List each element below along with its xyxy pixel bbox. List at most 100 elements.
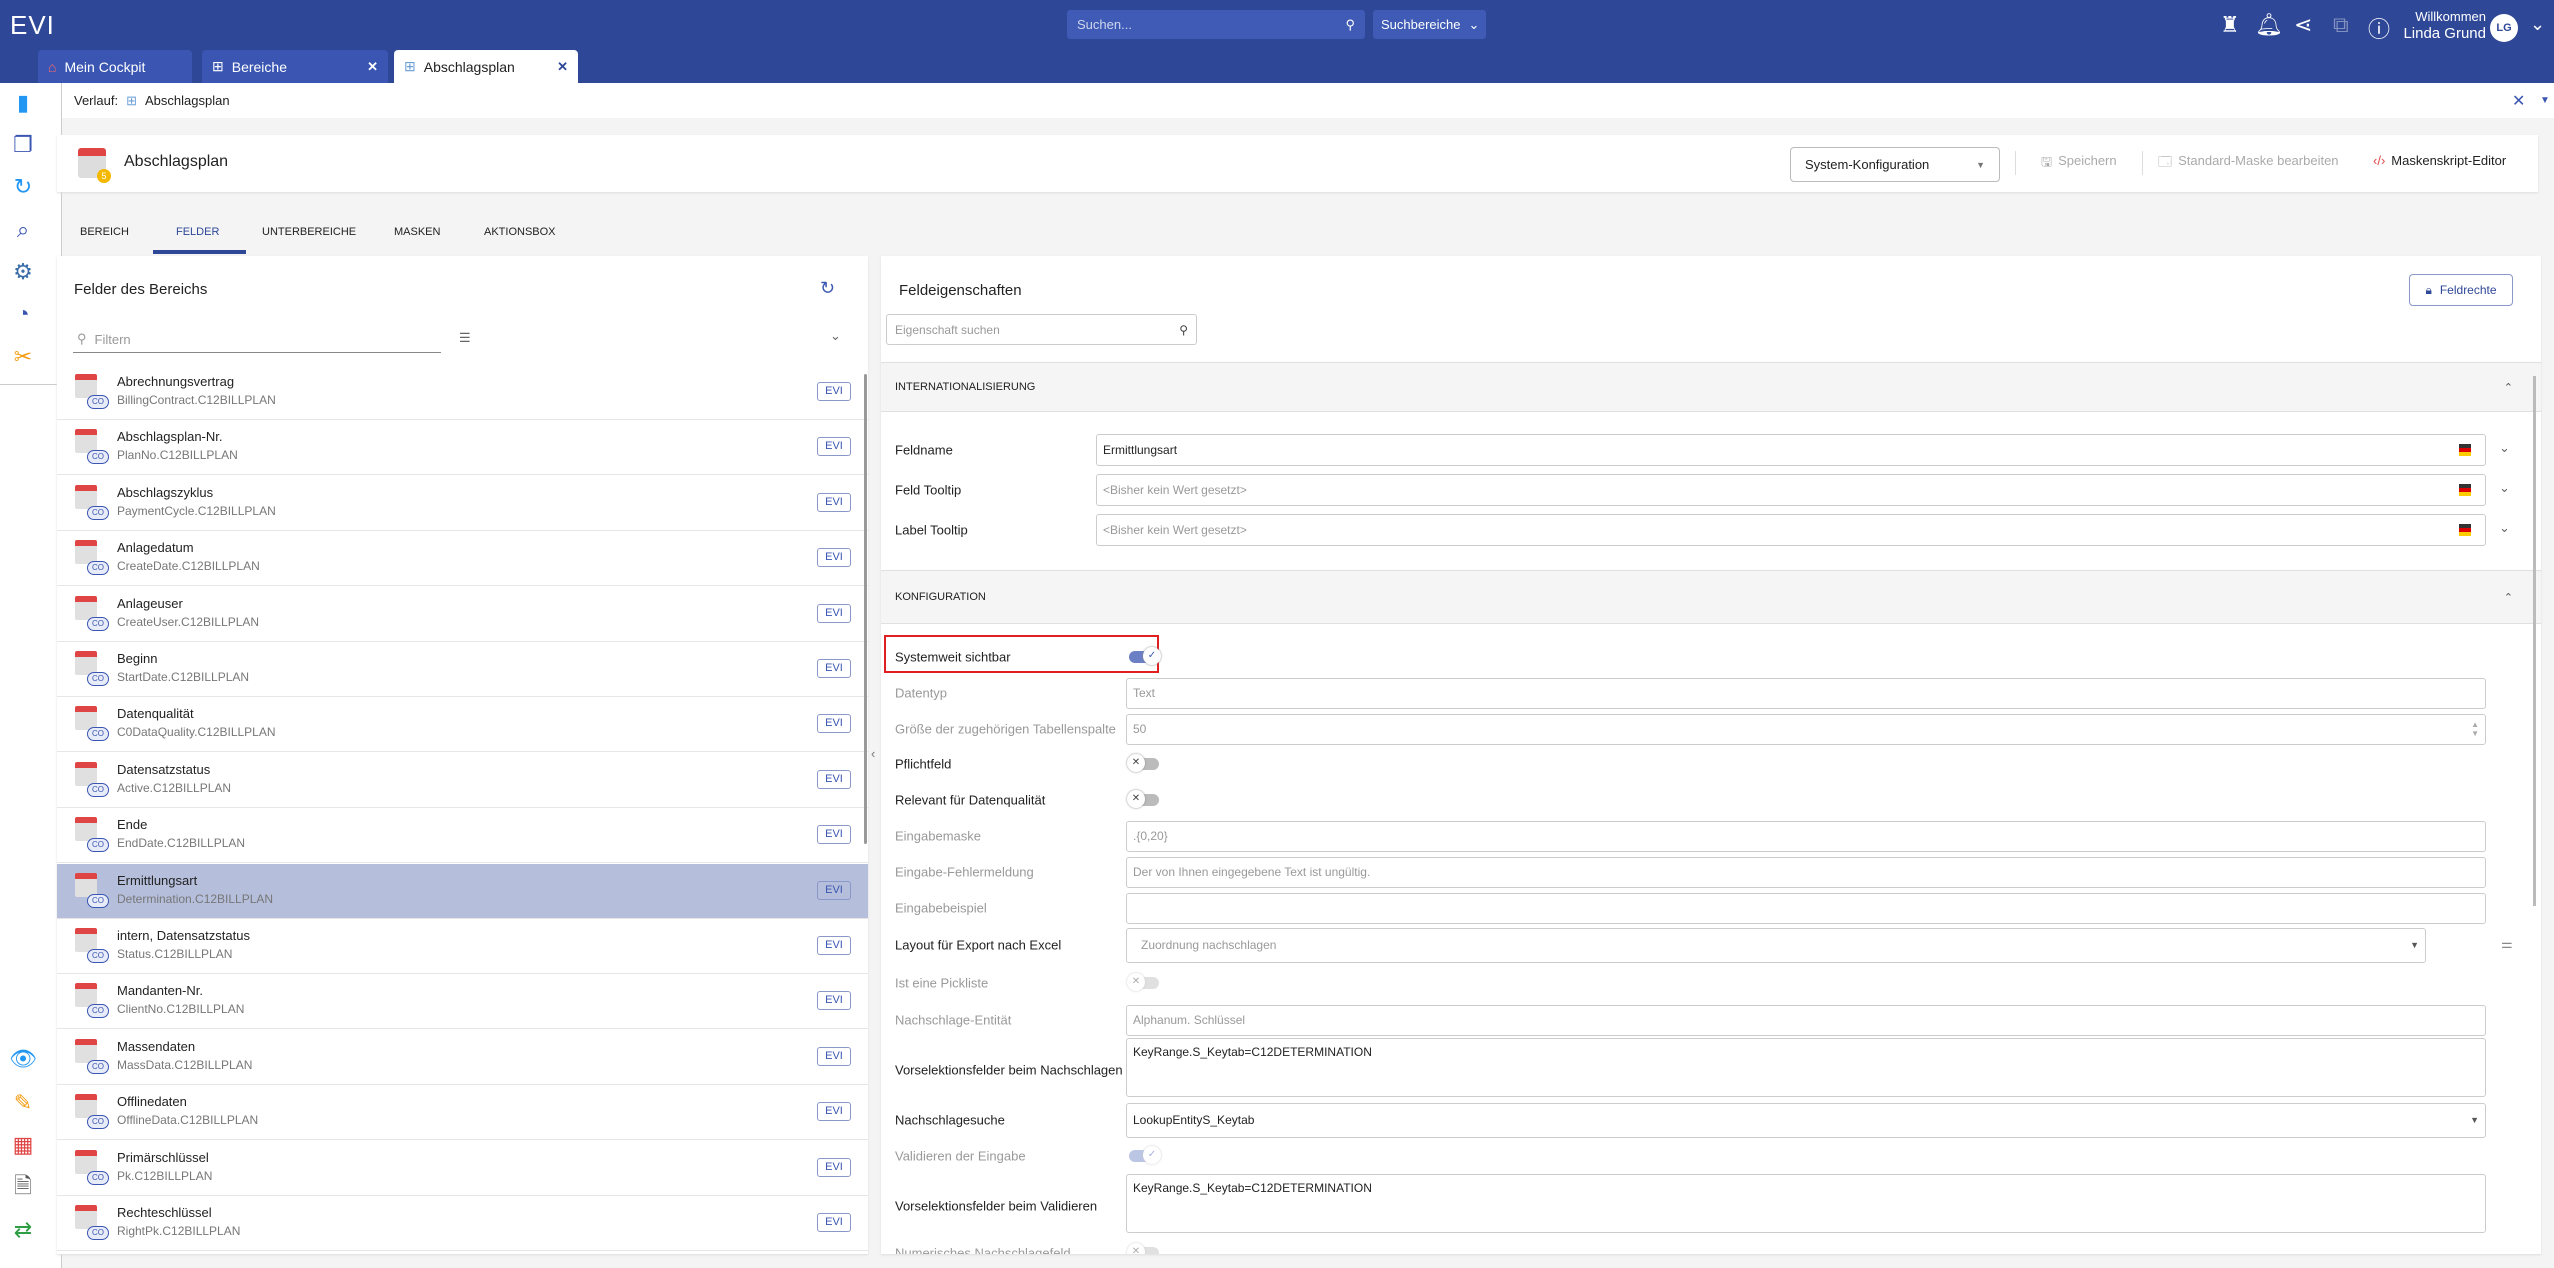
tab-bereich[interactable]: BEREICH [80,226,129,238]
tab-bereiche[interactable]: ⊞ Bereiche ✕ [202,50,388,83]
copy-icon[interactable]: ❐ [13,132,33,157]
translation-input[interactable]: <Bisher kein Wert gesetzt> [1096,474,2486,506]
gear-icon[interactable]: ⚙ [13,259,33,284]
text-input[interactable]: Alphanum. Schlüssel [1126,1004,2486,1036]
select-input[interactable]: Zuordnung nachschlagen ▼ [1126,927,2426,963]
chevron-down-icon[interactable]: ⌄ [2499,440,2510,455]
tab-aktionsbox[interactable]: AKTIONSBOX [484,226,556,238]
breadcrumb-item[interactable]: Abschlagsplan [145,93,230,108]
evi-badge: EVI [817,1213,851,1232]
tab-abschlagsplan[interactable]: ⊞ Abschlagsplan ✕ [394,50,578,83]
chevron-down-icon[interactable]: ⌄ [2499,480,2510,495]
close-tab-icon[interactable]: ✕ [367,58,378,74]
text-input[interactable]: Der von Ihnen eingegebene Text ist ungül… [1126,856,2486,888]
chevron-up-icon: ⌃ [2503,381,2513,394]
list-item[interactable]: CO intern, Datensatzstatus Status.C12BILLP… [57,919,868,974]
toggle-switch[interactable]: ✓ [1129,1146,1161,1164]
report-icon[interactable]: ◔ [16,301,30,326]
document-settings-icon[interactable]: 🗎 [14,1173,32,1198]
list-item[interactable]: CO Massendaten MassData.C12BILLPLAN EVI [57,1030,868,1085]
section-internationalisierung[interactable]: INTERNATIONALISIERUNG ⌃ [881,362,2541,412]
text-input[interactable] [1126,892,2486,924]
bookmark-icon[interactable]: ▮ [16,90,30,115]
collapse-splitter-icon[interactable]: ‹ [871,746,876,761]
active-tab-indicator [153,250,246,254]
dropdown-triangle-icon[interactable]: ▼ [2540,95,2550,106]
spinner-icon[interactable]: ▲ ▼ [2471,720,2479,738]
translation-input[interactable]: <Bisher kein Wert gesetzt> [1096,514,2486,546]
list-item[interactable]: CO Anlagedatum CreateDate.C12BILLPLAN EVI [57,531,868,587]
lighthouse-icon[interactable]: ♜ [2220,12,2240,37]
text-input[interactable]: Text [1126,677,2486,709]
tab-unterbereiche[interactable]: UNTERBEREICHE [262,226,357,238]
toggle-switch[interactable]: ✕ [1127,1243,1159,1254]
list-item[interactable]: CO Mandanten-Nr. ClientNo.C12BILLPLAN EVI [57,974,868,1030]
configuration-select[interactable]: System-Konfiguration ▼ [1790,147,2000,182]
tools-icon[interactable]: ✂ [13,344,33,369]
text-input[interactable]: .{0,20} [1126,820,2486,852]
avatar[interactable]: LG [2490,14,2518,42]
toggle-switch[interactable]: ✕ [1127,754,1159,772]
bell-icon[interactable]: 🔔︎ [2255,12,2283,37]
info-icon[interactable]: ⓘ [2368,17,2391,42]
clipboard-edit-icon[interactable]: ✎ [13,1090,33,1115]
list-item[interactable]: CO Datensatzstatus Active.C12BILLPLAN EVI [57,753,868,808]
list-item[interactable]: CO Abrechnungsvertrag BillingContract.C12B… [57,365,868,420]
search-list-icon[interactable]: ⌕ [16,217,30,242]
list-item[interactable]: CO Rechteschlüssel RightPk.C12BILLPLAN EVI [57,1196,868,1251]
field-name: Datenqualität [117,706,194,722]
edit-standard-mask-button[interactable]: 🗔 Standard-Maske bearbeiten [2158,153,2339,175]
textarea-input[interactable]: KeyRange.S_Keytab=C12DETERMINATION [1126,1174,2486,1233]
list-item[interactable]: CO Ende EndDate.C12BILLPLAN EVI [57,808,868,864]
property-search-input[interactable]: Eigenschaft suchen ⚲ [886,314,1197,345]
scrollbar[interactable] [864,374,867,844]
eye-star-icon[interactable]: 👁︎ [9,1046,37,1071]
section-konfiguration[interactable]: KONFIGURATION ⌃ [881,570,2541,624]
close-tab-icon[interactable]: ✕ [557,58,568,74]
search-scope-dropdown[interactable]: Suchbereiche ⌄ [1373,10,1486,39]
toggle-switch[interactable]: ✓ [1129,647,1161,665]
close-icon[interactable]: ✕ [2512,92,2526,110]
select-input[interactable]: LookupEntityS_Keytab ▼ [1126,1102,2486,1138]
translation-input[interactable]: Ermittlungsart [1096,434,2486,466]
list-item[interactable]: CO Primärschlüssel Pk.C12BILLPLAN EVI [57,1141,868,1196]
list-item[interactable]: CO Offlinedaten OfflineData.C12BILLPLAN EVI [57,1085,868,1141]
toggle-switch[interactable]: ✕ [1127,973,1159,991]
tab-mein-cockpit[interactable]: ⌂ Mein Cockpit [38,50,192,83]
save-button[interactable]: 🖫 Speichern [2041,153,2117,175]
scrollbar[interactable] [2533,376,2536,906]
mask-script-editor-button[interactable]: ‹/› Maskenskript-Editor [2373,153,2506,168]
list-item[interactable]: CO Datenqualität C0DataQuality.C12BILLPLAN… [57,697,868,753]
sliders-icon[interactable]: ⚌ [2501,936,2513,951]
chevron-down-icon[interactable]: ⌄ [2499,520,2510,535]
german-flag-icon[interactable] [2459,444,2471,456]
list-item[interactable]: CO Beginn StartDate.C12BILLPLAN EVI [57,642,868,697]
history-icon[interactable]: ↻ [13,174,33,199]
field-rights-button[interactable]: 🔒︎ Feldrechte [2409,274,2513,306]
external-link-icon[interactable]: ⧉ [2333,12,2349,37]
search-icon[interactable]: ⚲ [1345,16,1355,32]
text-input[interactable]: 50 ▲ ▼ [1126,713,2486,745]
list-item[interactable]: CO Abschlagsplan-Nr. PlanNo.C12BILLPLAN EVI [57,420,868,476]
refresh-icon[interactable]: ↻ [820,278,836,298]
co-badge-icon: CO [87,561,109,576]
chevron-down-icon[interactable]: ⌄ [2530,14,2546,34]
filter-input[interactable]: ⚲ Filtern [73,326,441,353]
german-flag-icon[interactable] [2459,484,2471,496]
config-label: Nachschlage-Entität [895,1012,1012,1028]
chevron-down-icon[interactable]: ⌄ [830,328,841,343]
calendar-icon[interactable]: ▦ [12,1132,34,1157]
tab-felder[interactable]: FELDER [176,226,220,238]
sync-icon[interactable]: ⇄ [13,1217,33,1242]
german-flag-icon[interactable] [2459,524,2471,536]
list-item[interactable]: CO Ermittlungsart Determination.C12BILLPLA… [57,863,868,919]
textarea-input[interactable]: KeyRange.S_Keytab=C12DETERMINATION [1126,1038,2486,1097]
field-name: Ermittlungsart [117,872,198,888]
toggle-switch[interactable]: ✕ [1127,790,1159,808]
global-search-input[interactable]: Suchen... ⚲ [1067,10,1365,39]
sort-icon[interactable]: ☰ [459,330,471,345]
tab-masken[interactable]: MASKEN [394,226,441,238]
list-item[interactable]: CO Anlageuser CreateUser.C12BILLPLAN EVI [57,587,868,642]
list-item[interactable]: CO Abschlagszyklus PaymentCycle.C12BILLPLA… [57,476,868,531]
share-icon[interactable]: ⋖ [2294,12,2313,37]
